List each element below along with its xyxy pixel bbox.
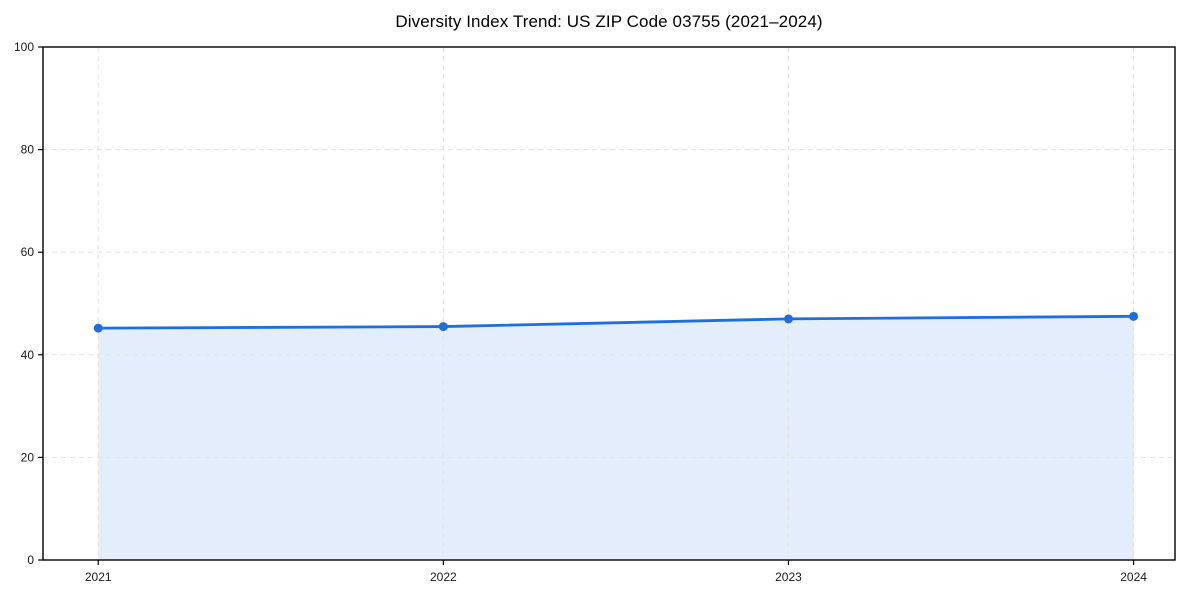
data-point-2023 <box>783 314 793 324</box>
area-fill <box>98 316 1134 560</box>
data-point-2021 <box>93 323 103 333</box>
chart-title: Diversity Index Trend: US ZIP Code 03755… <box>395 12 823 31</box>
y-tick-label: 40 <box>21 348 35 362</box>
data-point-2024 <box>1129 311 1139 321</box>
y-tick-label: 60 <box>21 245 35 259</box>
x-tick-label: 2023 <box>775 570 802 584</box>
plot-border <box>42 46 1176 561</box>
y-tick-label: 100 <box>14 40 34 54</box>
trend-line <box>96 314 1135 330</box>
y-tick-label: 80 <box>21 143 35 157</box>
x-tick-label: 2021 <box>85 570 112 584</box>
y-tick-label: 0 <box>27 553 34 567</box>
data-point-2022 <box>438 322 448 332</box>
y-tick-label: 20 <box>21 450 35 464</box>
x-tick-label: 2024 <box>1120 570 1147 584</box>
x-tick-label: 2022 <box>430 570 457 584</box>
